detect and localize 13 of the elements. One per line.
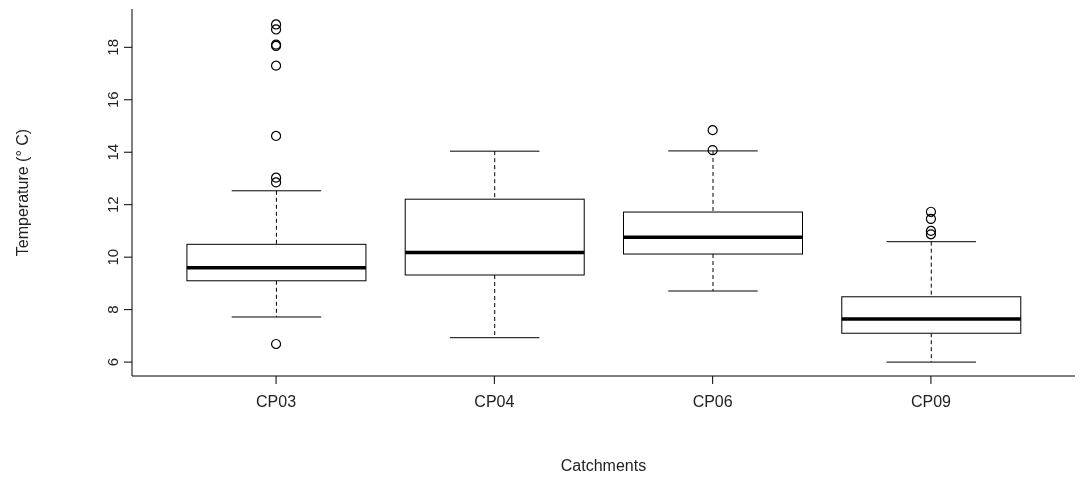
- x-tick-label: CP03: [256, 393, 297, 411]
- y-axis-title: Temperature (° C): [13, 128, 31, 257]
- x-axis-title: Catchments: [560, 457, 647, 474]
- y-tick-label: 8: [104, 305, 121, 314]
- x-tick-label: CP06: [692, 393, 733, 411]
- y-tick-label: 12: [104, 196, 121, 214]
- y-tick-label: 14: [104, 143, 121, 161]
- x-tick-label: CP09: [910, 393, 952, 411]
- y-tick-label: 10: [104, 248, 121, 266]
- y-tick-label: 18: [104, 38, 121, 56]
- y-tick-label: 6: [104, 357, 121, 367]
- y-tick-label: 16: [104, 91, 121, 109]
- x-tick-label: CP04: [474, 393, 515, 411]
